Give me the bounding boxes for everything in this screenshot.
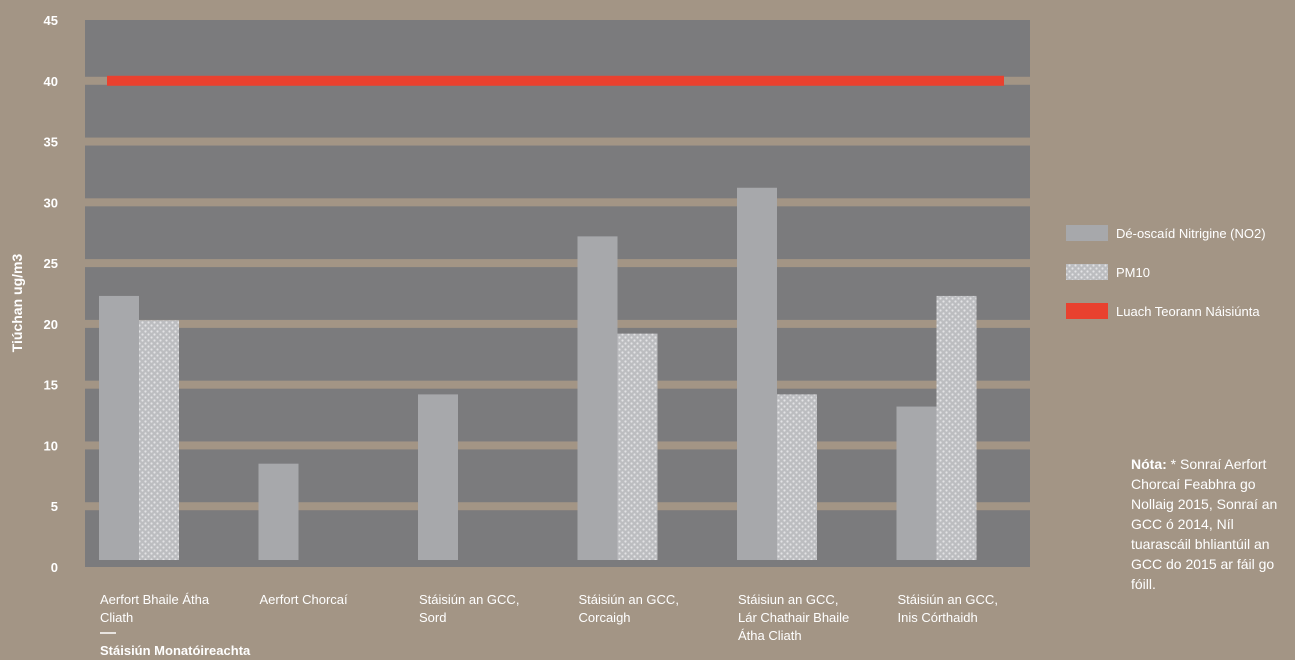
bar-pm10 <box>936 295 977 560</box>
bar-no2 <box>577 236 618 560</box>
x-tick-label: Cliath <box>100 610 133 625</box>
limit-line <box>107 75 1004 86</box>
y-axis-label: Tiúchan ug/m3 <box>9 254 25 353</box>
legend-item-limit-label: Luach Teorann Náisiúnta <box>1116 304 1260 319</box>
axes: 0 5 10 15 20 25 30 35 40 45 Aerfort Bhaile Átha Cli… <box>44 13 998 643</box>
note-text: * Sonraí Aerfort Chorcaí Feabhra go Noll… <box>1131 456 1278 592</box>
gridline <box>85 380 1030 389</box>
x-tick-label: Aerfort Bhaile Átha <box>100 592 210 607</box>
x-tick-label: Stáisiún an GCC, <box>579 592 679 607</box>
x-tick-label: Átha Cliath <box>738 628 802 643</box>
bar-no2 <box>418 394 458 560</box>
note: Nóta: * Sonraí Aerfort Chorcaí Feabhra g… <box>1131 454 1295 594</box>
gridline <box>85 441 1030 450</box>
legend-item-no2-swatch <box>1066 225 1108 241</box>
y-tick-label: 20 <box>44 317 58 332</box>
bar-pm10 <box>777 394 817 560</box>
y-tick-label: 40 <box>44 74 58 89</box>
y-tick-label: 10 <box>44 438 58 453</box>
x-axis-label: Stáisiún Monatóireachta <box>100 643 251 658</box>
bar-no2 <box>737 187 777 560</box>
legend-item-pm10-swatch <box>1066 264 1108 280</box>
y-tick-label: 0 <box>51 560 58 575</box>
x-tick-label: Stáisiún an GCC, <box>898 592 998 607</box>
legend-item-no2-label: Dé-oscaíd Nitrigine (NO2) <box>1116 226 1266 241</box>
gridline <box>85 502 1030 511</box>
y-tick-label: 5 <box>51 499 58 514</box>
bar-pm10 <box>139 320 179 560</box>
y-tick-label: 25 <box>44 256 58 271</box>
y-tick-label: 35 <box>44 135 58 150</box>
legend-item-limit-swatch <box>1066 303 1108 319</box>
note-label: Nóta: <box>1131 456 1167 472</box>
plot-background <box>85 20 1030 567</box>
gridline <box>85 137 1030 146</box>
legend-item-pm10-label: PM10 <box>1116 265 1150 280</box>
plot-area <box>85 20 1030 567</box>
gridline <box>85 259 1030 268</box>
gridline <box>85 198 1030 207</box>
x-tick-label: Inis Córthaidh <box>898 610 978 625</box>
legend: Dé-oscaíd Nitrigine (NO2) PM10 Luach Teora… <box>1066 225 1266 319</box>
x-tick-label: Sord <box>419 610 446 625</box>
bar-pm10 <box>617 333 658 560</box>
bar-no2 <box>99 295 139 560</box>
bar-no2 <box>896 406 937 560</box>
x-tick-label: Corcaigh <box>579 610 631 625</box>
y-tick-label: 30 <box>44 195 58 210</box>
gridline <box>85 319 1030 328</box>
x-tick-label: Lár Chathair Bhaile <box>738 610 849 625</box>
bar-no2 <box>258 463 299 560</box>
y-tick-label: 15 <box>44 378 58 393</box>
x-tick-label: Aerfort Chorcaí <box>260 592 349 607</box>
y-tick-label: 45 <box>44 13 58 28</box>
bars <box>99 187 977 560</box>
x-tick-label: Stáisiun an GCC, <box>738 592 838 607</box>
x-tick-label: Stáisiún an GCC, <box>419 592 519 607</box>
